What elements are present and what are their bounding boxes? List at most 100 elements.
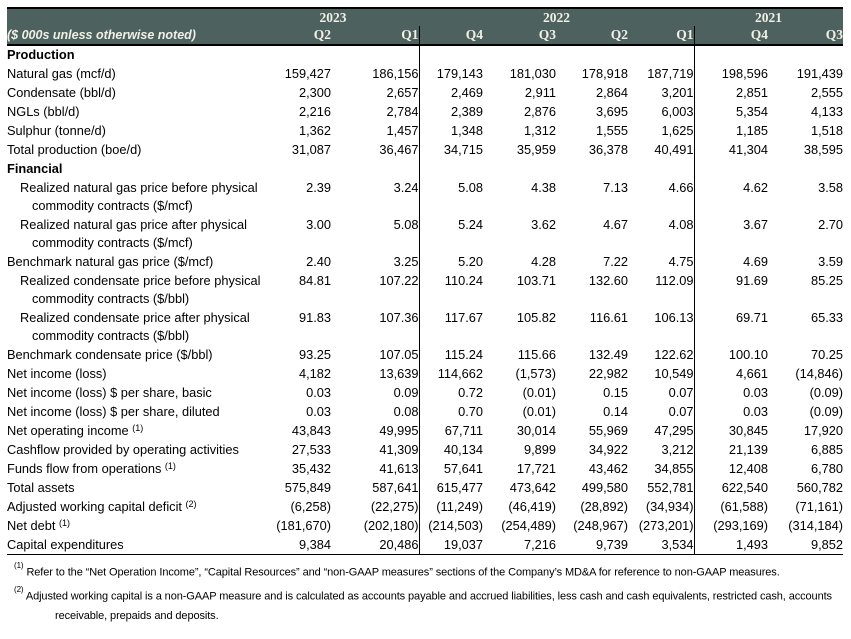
table-row: Net debt (1) (181,670) (202,180) (214,503) (… bbox=[7, 516, 843, 536]
value-cell: 4.28 bbox=[531, 253, 556, 269]
value-cell: 107.36 bbox=[331, 308, 420, 346]
table-header: 2023 2022 2021 ($ 000s unless otherwise no… bbox=[7, 8, 843, 46]
footnote-ref: (1) bbox=[164, 460, 176, 471]
value-cell: (6,258) bbox=[290, 498, 331, 514]
value-cell: 1,518 bbox=[810, 122, 843, 138]
row-label: Total production (boe/d) bbox=[7, 141, 142, 157]
value-cell: (11,249) bbox=[436, 498, 483, 514]
row-label: Net income (loss) $ per share, diluted bbox=[7, 403, 220, 419]
value-cell: 0.70 bbox=[458, 403, 483, 419]
value-cell: 3.25 bbox=[331, 252, 420, 272]
value-cell: (273,201) bbox=[628, 516, 695, 536]
row-label-line1: Realized natural gas price before physic… bbox=[20, 179, 258, 195]
table-row: Net operating income (1) 43,843 49,995 67,7… bbox=[7, 421, 843, 441]
value-cell: 1,185 bbox=[735, 122, 768, 138]
row-label-line1: Realized condensate price before physica… bbox=[20, 272, 261, 288]
value-cell bbox=[628, 159, 695, 179]
value-cell: 0.03 bbox=[743, 384, 768, 400]
value-cell: 103.71 bbox=[516, 272, 556, 288]
row-label: Net income (loss) $ per share, basic bbox=[7, 384, 212, 400]
value-cell: 9,739 bbox=[556, 535, 628, 555]
table-row: Cashflow provided by operating activitie… bbox=[7, 440, 843, 460]
value-cell bbox=[331, 159, 420, 179]
value-cell: (14,846) bbox=[795, 365, 843, 381]
value-cell: 0.03 bbox=[306, 403, 331, 419]
value-cell: 2,851 bbox=[735, 84, 768, 100]
value-cell: 4.69 bbox=[743, 253, 768, 269]
quarter-header: Q1 bbox=[628, 26, 695, 46]
value-cell: 1,312 bbox=[523, 122, 556, 138]
row-label: Benchmark natural gas price ($/mcf) bbox=[7, 253, 214, 269]
quarter-header: Q4 bbox=[694, 26, 768, 46]
row-label-line1: Realized natural gas price after physica… bbox=[20, 216, 247, 232]
value-cell: 43,462 bbox=[588, 460, 628, 476]
row-label-line1: Realized condensate price after physical bbox=[20, 309, 250, 325]
row-label-line2: commodity contracts ($/bbl) bbox=[32, 291, 190, 306]
value-cell: 4,182 bbox=[298, 365, 331, 381]
value-cell: 2.39 bbox=[306, 179, 331, 195]
footnote-ref: (2) bbox=[185, 498, 197, 509]
value-cell: 0.03 bbox=[743, 403, 768, 419]
value-cell: (61,588) bbox=[720, 498, 768, 514]
value-cell: 115.66 bbox=[517, 346, 556, 362]
value-cell bbox=[419, 160, 483, 179]
value-cell: 499,580 bbox=[581, 479, 628, 495]
row-label: Funds flow from operations (1) bbox=[7, 460, 176, 476]
value-cell: 5,354 bbox=[735, 103, 768, 119]
value-cell: (181,670) bbox=[276, 517, 331, 533]
value-cell bbox=[331, 45, 420, 65]
value-cell: 0.03 bbox=[306, 384, 331, 400]
value-cell: 105.82 bbox=[516, 309, 556, 325]
value-cell: 159,427 bbox=[284, 65, 331, 81]
value-cell: 4.75 bbox=[628, 252, 695, 272]
quarter-header: Q3 bbox=[483, 26, 556, 46]
quarter-header: Q3 bbox=[768, 26, 843, 46]
value-cell: 4.67 bbox=[603, 216, 628, 232]
value-cell: 575,849 bbox=[284, 479, 331, 495]
value-cell bbox=[694, 45, 768, 65]
row-label: Realized condensate price before physica… bbox=[7, 272, 261, 309]
row-label: Total assets bbox=[7, 479, 75, 495]
value-cell: 198,596 bbox=[721, 65, 768, 81]
value-cell: 31,087 bbox=[291, 141, 331, 157]
year-header-2021: 2021 bbox=[694, 8, 843, 26]
row-label: Net operating income (1) bbox=[7, 422, 144, 438]
value-cell: 112.09 bbox=[628, 271, 695, 309]
row-label: Capital expenditures bbox=[7, 535, 247, 555]
value-cell bbox=[247, 45, 331, 65]
value-cell: 19,037 bbox=[419, 535, 483, 555]
value-cell: (202,180) bbox=[331, 516, 420, 536]
value-cell: 2,657 bbox=[331, 83, 420, 103]
value-cell: 5.20 bbox=[458, 253, 483, 269]
value-cell: 2,911 bbox=[524, 84, 556, 100]
table-row: Realized natural gas price after physica… bbox=[7, 215, 843, 253]
footnote: (2) Adjusted working capital is a non-GA… bbox=[14, 584, 832, 623]
value-cell bbox=[768, 160, 843, 179]
table-row: Total assets 575,849 587,641 615,477 473,642… bbox=[7, 478, 843, 498]
value-cell: (0.01) bbox=[522, 403, 556, 419]
value-cell: 114,662 bbox=[437, 365, 483, 381]
value-cell: 30,014 bbox=[516, 422, 556, 438]
value-cell: (214,503) bbox=[428, 517, 483, 533]
row-label-line2: commodity contracts ($/mcf) bbox=[32, 235, 193, 250]
value-cell: 84.81 bbox=[298, 272, 331, 288]
value-cell: 41,304 bbox=[728, 141, 768, 157]
value-cell: 7.13 bbox=[603, 179, 628, 195]
value-cell: 2,555 bbox=[810, 84, 843, 100]
value-cell: 93.25 bbox=[298, 346, 331, 362]
value-cell: (0.09) bbox=[809, 384, 843, 400]
value-cell: (34,934) bbox=[628, 497, 695, 517]
value-cell bbox=[628, 45, 695, 65]
value-cell: 4.66 bbox=[628, 178, 695, 216]
table-row: Total production (boe/d) 31,087 36,467 34,7… bbox=[7, 140, 843, 160]
value-cell bbox=[556, 160, 628, 179]
row-label: Sulphur (tonne/d) bbox=[7, 122, 106, 138]
value-cell: 7,216 bbox=[483, 535, 556, 555]
value-cell: 1,555 bbox=[595, 122, 628, 138]
value-cell: 6,003 bbox=[628, 102, 695, 122]
value-cell: 35,432 bbox=[291, 460, 331, 476]
row-label: Net debt (1) bbox=[7, 517, 70, 533]
value-cell: 49,995 bbox=[331, 421, 420, 441]
value-cell: 3.67 bbox=[743, 216, 768, 232]
value-cell: 107.22 bbox=[331, 271, 420, 309]
